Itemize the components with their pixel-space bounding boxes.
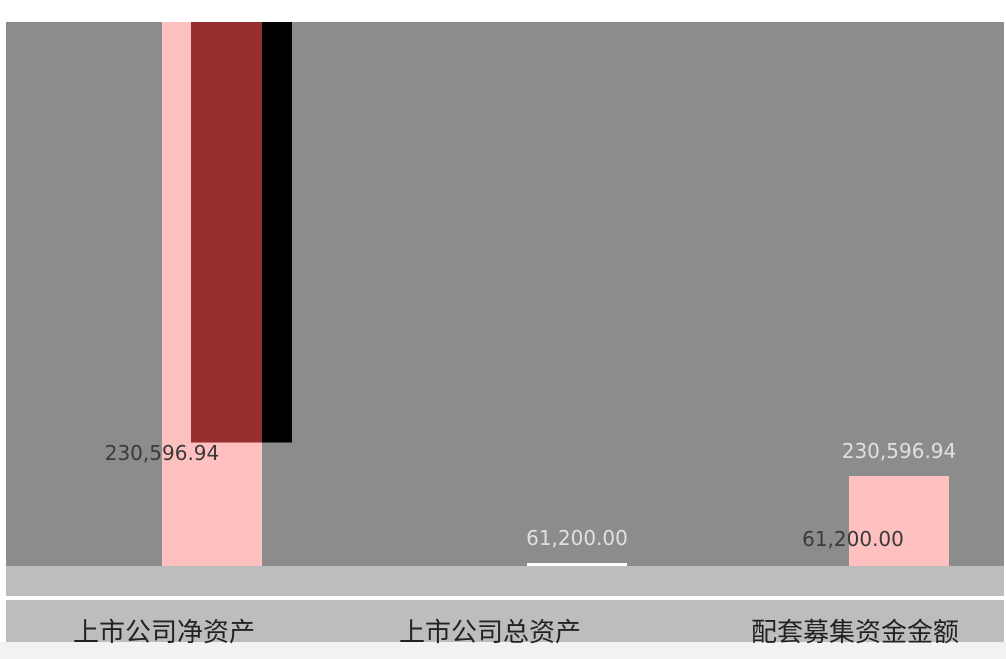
bar-series-1-cat-2 [527, 563, 627, 566]
bar-overlay-black [262, 22, 292, 443]
data-label-cat-3: 230,596.94 [842, 439, 957, 463]
bottom-strip [0, 642, 1006, 659]
category-label-3: 配套募集资金金额 [751, 618, 959, 648]
data-label-cat-1: 230,596.94 [105, 441, 220, 465]
data-label-cat-2: 61,200.00 [526, 526, 628, 550]
category-label-2: 上市公司总资产 [399, 618, 581, 648]
bar-overlay-darkred [191, 22, 262, 443]
axis-band [6, 566, 1004, 596]
bar-series-1-cat-3 [849, 476, 949, 566]
category-band [6, 600, 1004, 642]
data-label-cat-3-secondary: 61,200.00 [802, 527, 904, 551]
category-label-1: 上市公司净资产 [73, 618, 255, 648]
